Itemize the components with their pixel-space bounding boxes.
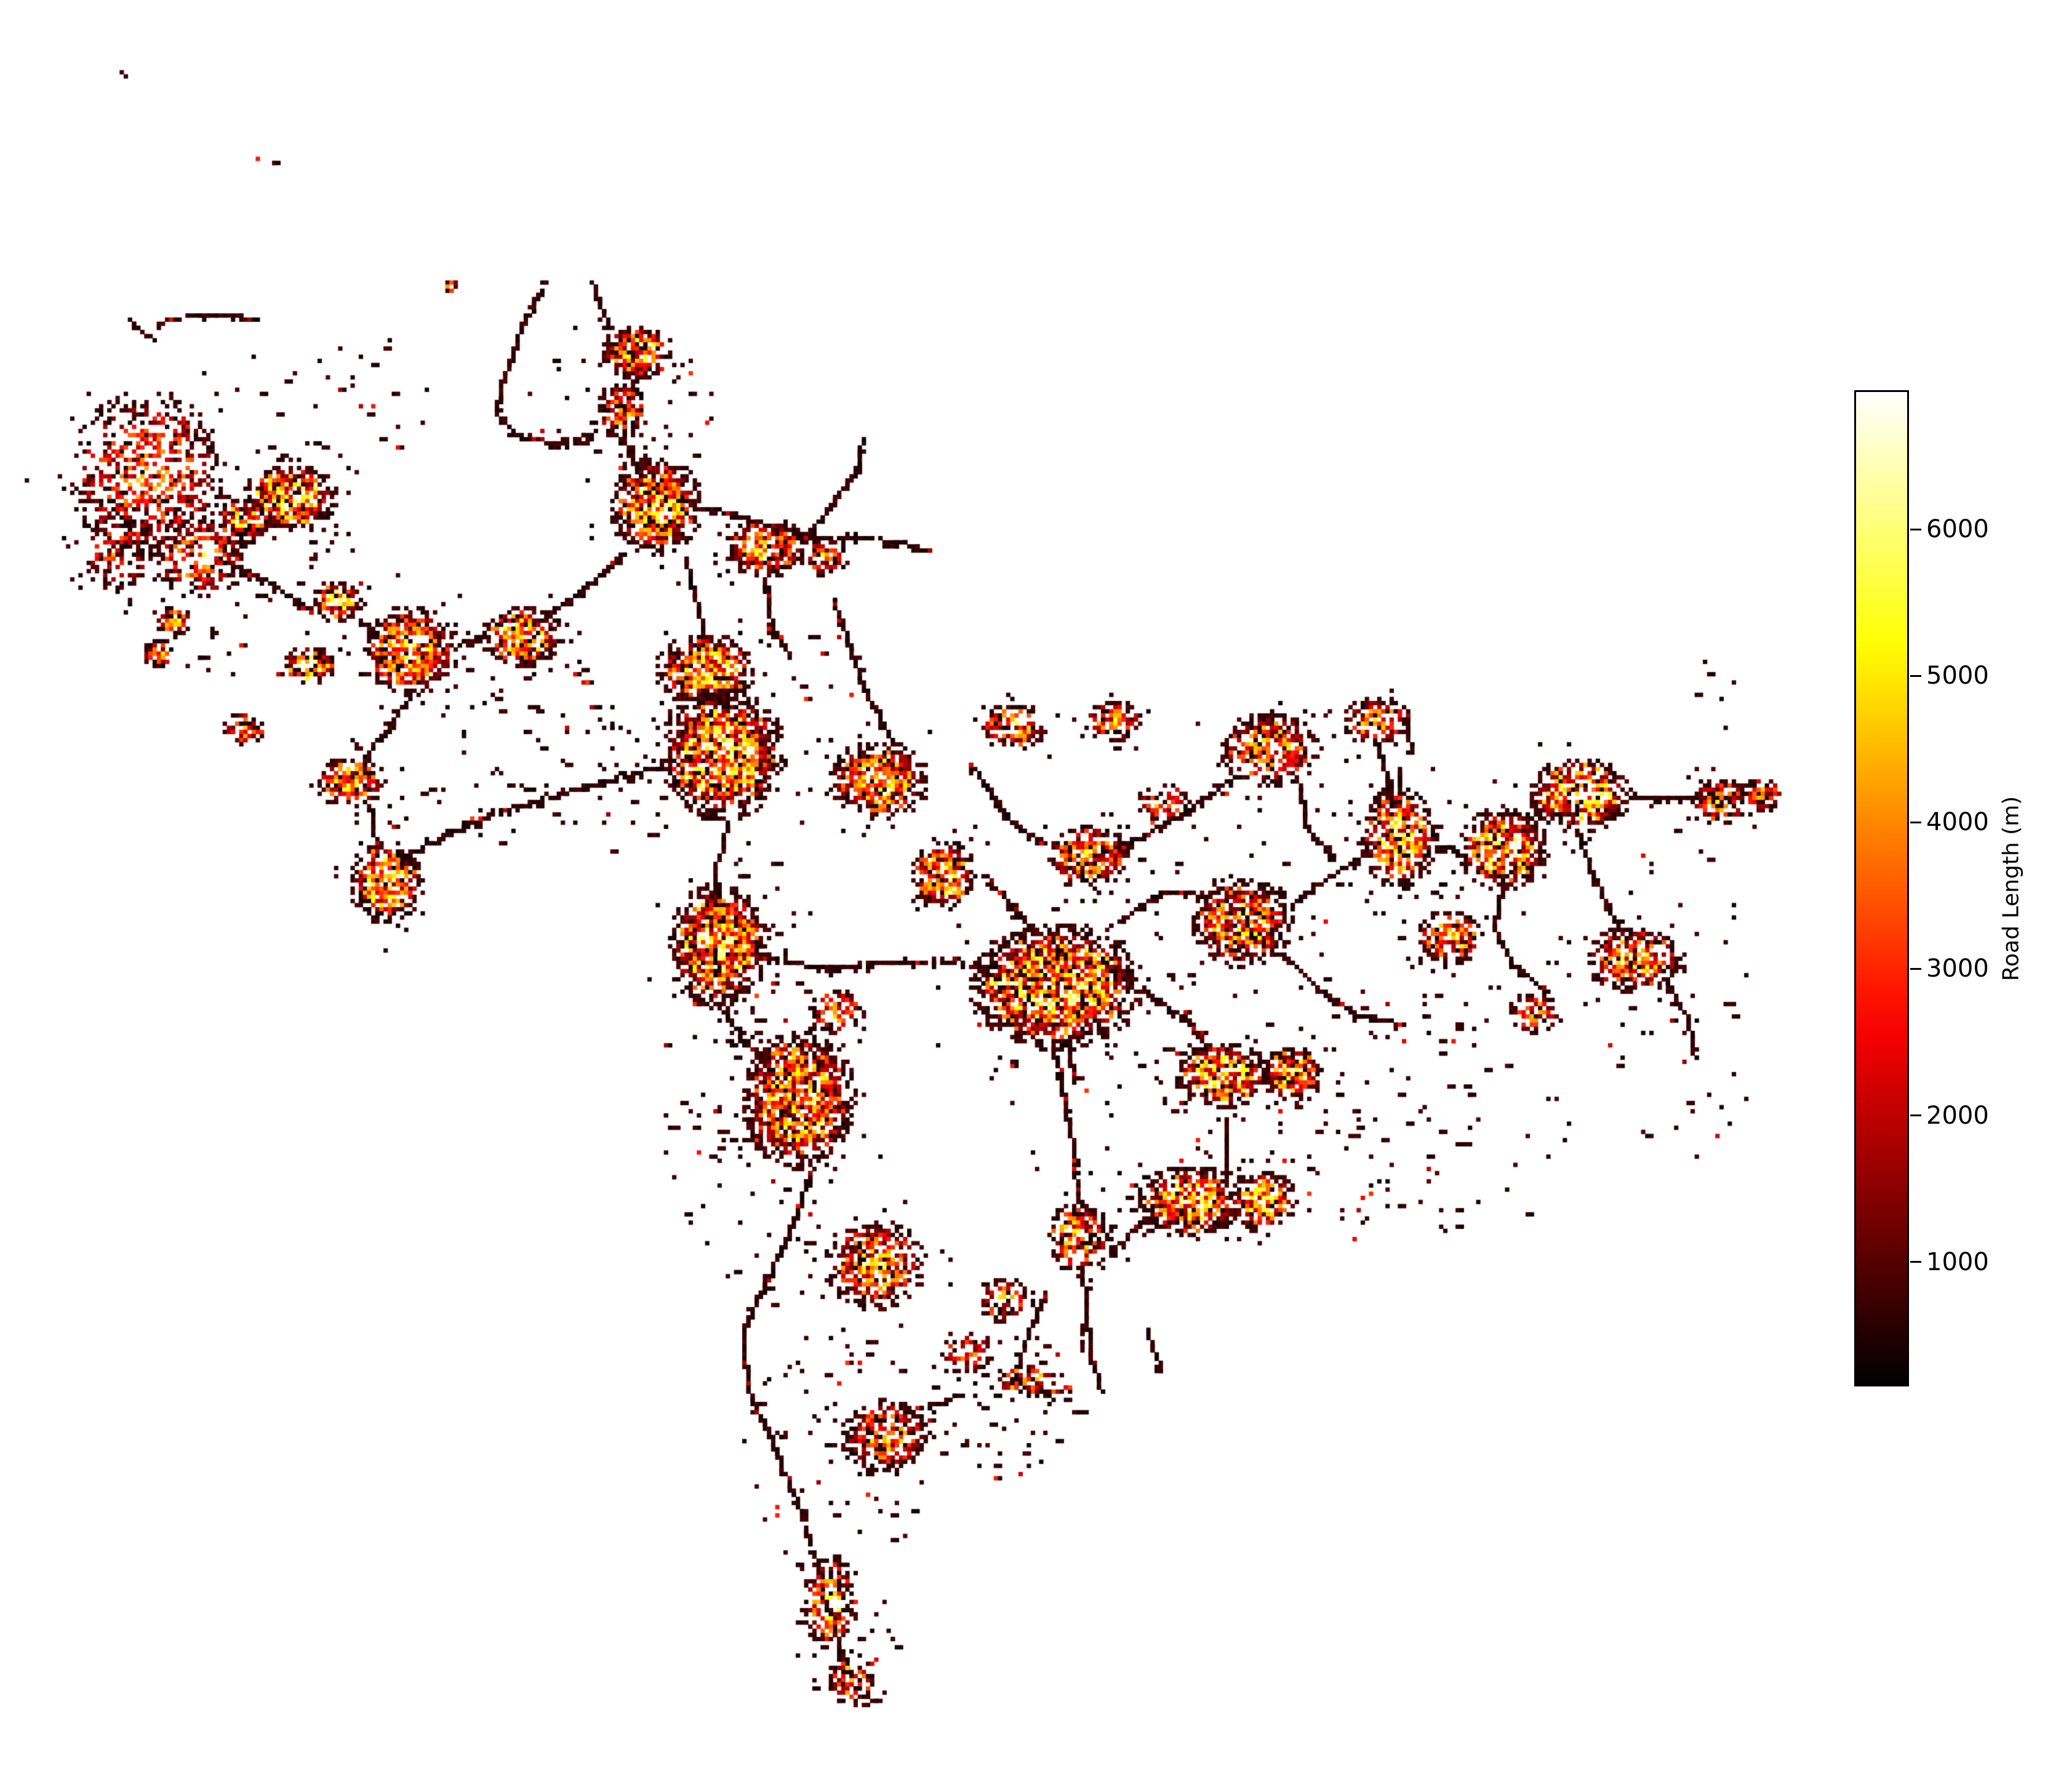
colorbar-tick-label: 3000 xyxy=(1926,954,1989,983)
colorbar-tick-mark xyxy=(1910,528,1921,530)
colorbar-tick-label: 1000 xyxy=(1926,1247,1989,1276)
colorbar-tick-mark xyxy=(1910,967,1921,970)
colorbar-tick-label: 2000 xyxy=(1926,1101,1989,1130)
colorbar-tick-mark xyxy=(1910,821,1921,823)
colorbar-tick-label: 6000 xyxy=(1926,515,1989,544)
colorbar-axis-label: Road Length (m) xyxy=(1998,796,2024,982)
colorbar-tick-mark xyxy=(1910,1261,1921,1263)
colorbar-tick-label: 4000 xyxy=(1926,808,1989,837)
colorbar-tick-label: 5000 xyxy=(1926,662,1989,690)
colorbar-tick-mark xyxy=(1910,1114,1921,1117)
colorbar-tick-mark xyxy=(1910,674,1921,677)
colorbar-gradient xyxy=(1854,390,1909,1386)
